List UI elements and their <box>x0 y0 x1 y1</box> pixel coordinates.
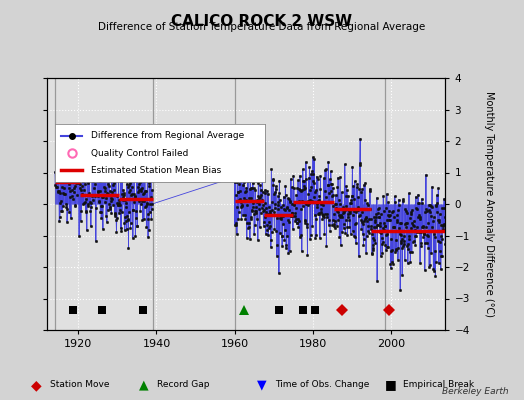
Text: ▲: ▲ <box>139 378 149 391</box>
Text: ■: ■ <box>385 378 396 391</box>
Text: Empirical Break: Empirical Break <box>403 380 475 389</box>
Y-axis label: Monthly Temperature Anomaly Difference (°C): Monthly Temperature Anomaly Difference (… <box>484 91 494 317</box>
Text: Time of Obs. Change: Time of Obs. Change <box>275 380 369 389</box>
Text: Difference of Station Temperature Data from Regional Average: Difference of Station Temperature Data f… <box>99 22 425 32</box>
Text: Difference from Regional Average: Difference from Regional Average <box>91 131 244 140</box>
Text: Berkeley Earth: Berkeley Earth <box>442 387 508 396</box>
Text: Estimated Station Mean Bias: Estimated Station Mean Bias <box>91 166 221 175</box>
Text: ▼: ▼ <box>257 378 267 391</box>
Text: Station Move: Station Move <box>50 380 110 389</box>
Text: CALICO ROCK 2 WSW: CALICO ROCK 2 WSW <box>171 14 353 29</box>
Text: Quality Control Failed: Quality Control Failed <box>91 148 188 158</box>
Text: ◆: ◆ <box>31 378 42 392</box>
Text: Record Gap: Record Gap <box>157 380 210 389</box>
